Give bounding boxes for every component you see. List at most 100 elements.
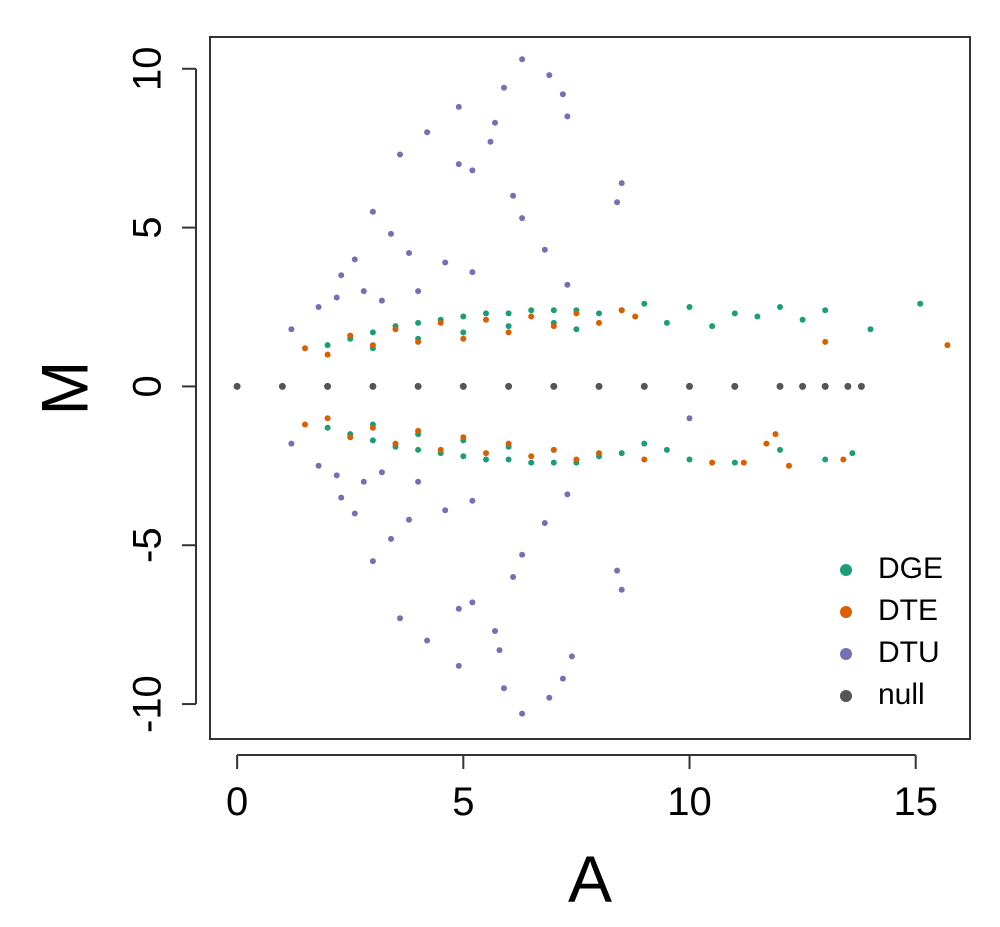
point-dtu-27 (415, 288, 422, 295)
point-dtu-24 (338, 272, 345, 279)
point-null-8 (595, 382, 603, 390)
point-dtu-18 (541, 246, 548, 253)
point-dte-37 (786, 462, 792, 469)
point-dge-8 (505, 310, 512, 317)
point-dtu-36 (568, 653, 575, 660)
point-dte-6 (437, 319, 444, 326)
point-dge-37 (460, 453, 467, 460)
point-dtu-47 (519, 551, 526, 558)
point-dge-25 (754, 313, 761, 320)
point-dge-54 (777, 446, 783, 453)
point-null-13 (799, 382, 807, 390)
legend-marker-null (840, 690, 852, 702)
point-dte-11 (550, 323, 557, 330)
point-dtu-1 (546, 72, 553, 79)
point-dtu-34 (559, 675, 566, 682)
point-dtu-31 (519, 710, 526, 717)
point-dge-4 (415, 319, 422, 326)
point-dtu-54 (564, 491, 571, 498)
point-dte-8 (483, 316, 489, 323)
point-null-2 (324, 382, 332, 390)
point-dtu-35 (455, 662, 462, 669)
point-dtu-11 (469, 167, 476, 174)
point-dge-38 (483, 456, 489, 463)
point-dtu-9 (397, 151, 403, 158)
point-dte-3 (369, 342, 376, 349)
point-dte-30 (573, 456, 580, 463)
point-dtu-61 (288, 440, 295, 447)
y-tick-label-1: -5 (126, 527, 170, 563)
point-dte-2 (347, 332, 354, 339)
point-null-16 (857, 382, 865, 390)
point-dge-52 (686, 456, 693, 463)
point-null-15 (844, 382, 852, 390)
point-dge-6 (460, 313, 467, 320)
point-dtu-0 (519, 56, 526, 63)
point-null-9 (640, 382, 648, 390)
point-dte-17 (944, 342, 951, 349)
point-null-11 (731, 382, 739, 390)
point-dtu-33 (501, 685, 507, 692)
point-dge-9 (528, 307, 535, 314)
point-dtu-58 (415, 478, 422, 485)
point-dtu-3 (559, 91, 566, 98)
point-dge-33 (369, 437, 376, 444)
point-dte-12 (573, 310, 580, 317)
point-dtu-23 (564, 281, 571, 288)
point-dtu-6 (492, 119, 498, 126)
point-dtu-25 (360, 288, 367, 295)
point-dte-16 (822, 338, 829, 345)
point-dtu-43 (618, 586, 625, 593)
point-dte-4 (392, 326, 399, 333)
point-dte-13 (596, 319, 602, 326)
point-dge-23 (709, 323, 716, 330)
point-null-1 (278, 382, 286, 390)
point-dge-41 (550, 459, 557, 466)
x-axis-title: A (568, 842, 612, 916)
point-dtu-15 (369, 208, 376, 215)
point-dtu-17 (388, 230, 394, 237)
point-dge-22 (686, 304, 693, 310)
point-null-10 (686, 382, 693, 390)
point-dtu-21 (442, 259, 449, 266)
point-dte-21 (369, 424, 376, 431)
plot-frame (209, 36, 971, 740)
point-dtu-7 (424, 129, 431, 136)
point-dtu-48 (388, 535, 394, 542)
point-dge-10 (550, 307, 557, 314)
point-dtu-20 (406, 250, 412, 256)
point-dte-34 (740, 459, 747, 466)
point-dtu-42 (469, 599, 476, 606)
point-dte-28 (528, 453, 535, 460)
point-null-14 (821, 382, 829, 390)
point-dtu-28 (315, 304, 322, 310)
point-dge-26 (777, 304, 783, 310)
point-dtu-39 (492, 628, 498, 634)
point-dtu-32 (546, 694, 553, 701)
point-dte-36 (772, 431, 779, 438)
x-tick-label-3: 15 (893, 780, 938, 824)
point-dte-0 (302, 345, 308, 352)
point-dge-21 (663, 319, 670, 326)
point-dte-5 (415, 338, 422, 345)
point-dtu-14 (614, 199, 621, 206)
point-dtu-2 (501, 84, 507, 91)
point-dtu-57 (378, 469, 385, 476)
point-dte-24 (437, 446, 444, 453)
point-dte-32 (641, 456, 648, 463)
point-dtu-22 (469, 269, 476, 276)
point-null-4 (414, 382, 422, 390)
point-dtu-40 (397, 615, 403, 622)
point-dte-22 (392, 440, 399, 447)
point-dge-14 (460, 329, 467, 336)
legend: DGE DTE DTU null (840, 552, 943, 711)
point-dge-35 (415, 446, 422, 453)
point-null-7 (550, 382, 558, 390)
point-dge-28 (822, 307, 829, 314)
point-dge-56 (849, 450, 856, 457)
legend-label-null: null (878, 678, 925, 711)
point-dtu-52 (442, 507, 449, 514)
x-tick-label-1: 5 (452, 780, 474, 824)
point-dte-23 (415, 427, 422, 434)
